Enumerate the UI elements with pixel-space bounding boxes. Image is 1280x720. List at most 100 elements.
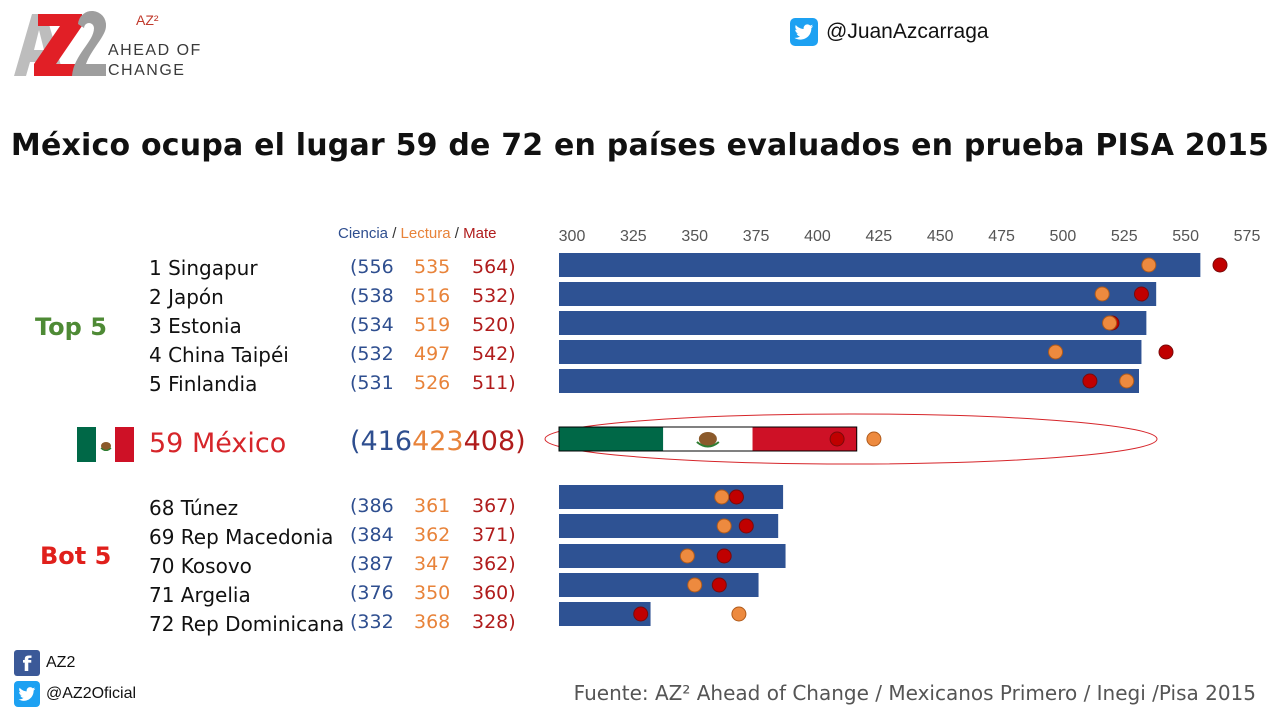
value-ciencia: (387 — [350, 553, 394, 575]
row-values: (376 350 360) — [350, 582, 516, 604]
value-mate: 362) — [472, 553, 516, 575]
mexico-row-values: (416423408) — [350, 426, 526, 457]
mate-dot — [633, 606, 649, 622]
ciencia-bar — [559, 485, 784, 509]
x-tick-label: 300 — [559, 228, 586, 245]
twitter-label: @AZ2Oficial — [46, 685, 137, 702]
row-name: 69 Rep Macedonia — [149, 525, 334, 549]
row-name: 5 Finlandia — [149, 372, 258, 396]
mexico-bar-outline — [558, 426, 858, 452]
value-ciencia: (376 — [350, 582, 394, 604]
value-mate: 520) — [472, 314, 516, 336]
value-lectura: 347 — [414, 553, 451, 575]
row-values: (386 361 367) — [350, 495, 516, 517]
value-lectura: 423 — [412, 426, 464, 457]
value-lectura: 535 — [414, 256, 451, 278]
lectura-dot — [716, 518, 732, 534]
value-ciencia: (416 — [350, 426, 413, 457]
x-tick-label: 475 — [988, 228, 1015, 245]
twitter-handle-text: @JuanAzcarraga — [826, 20, 989, 43]
row-values: (332 368 328) — [350, 611, 516, 633]
row-name: 72 Rep Dominicana — [149, 612, 345, 636]
lectura-dot — [679, 548, 695, 564]
value-lectura: 361 — [414, 495, 451, 517]
wreath-emblem — [696, 441, 720, 448]
footer-twitter[interactable]: @AZ2Oficial — [14, 681, 136, 707]
mate-dot — [1133, 286, 1149, 302]
x-tick-label: 550 — [1172, 228, 1199, 245]
x-tick-label: 450 — [927, 228, 954, 245]
mate-dot — [1212, 257, 1228, 273]
ciencia-bar — [559, 253, 1201, 277]
x-tick-label: 325 — [620, 228, 647, 245]
header-mate: Mate — [463, 225, 497, 242]
header-sep: / — [392, 225, 397, 242]
twitter-icon — [790, 18, 818, 46]
x-tick-label: 500 — [1050, 228, 1077, 245]
value-lectura: 519 — [414, 314, 451, 336]
value-ciencia: (556 — [350, 256, 394, 278]
row-values: (538 516 532) — [350, 285, 516, 307]
lectura-dot — [866, 431, 882, 447]
footer-facebook[interactable]: f AZ2 — [14, 650, 75, 676]
value-mate: 408) — [463, 426, 526, 457]
row-name: 71 Argelia — [149, 583, 251, 607]
mate-dot — [711, 577, 727, 593]
column-headers: Ciencia / Lectura / Mate — [338, 225, 496, 242]
value-mate: 511) — [472, 372, 516, 394]
mate-dot — [1082, 373, 1098, 389]
value-lectura: 350 — [414, 582, 451, 604]
x-tick-label: 425 — [865, 228, 892, 245]
x-tick-label: 375 — [743, 228, 770, 245]
value-mate: 542) — [472, 343, 516, 365]
lectura-dot — [1141, 257, 1157, 273]
value-ciencia: (386 — [350, 495, 394, 517]
header-lectura: Lectura — [400, 225, 451, 242]
row-name: 1 Singapur — [149, 256, 258, 280]
group-label-top: Top 5 — [35, 313, 107, 341]
lectura-dot — [1119, 373, 1135, 389]
ciencia-bar — [559, 544, 786, 568]
highlight-ellipse — [544, 413, 1158, 465]
mate-dot — [728, 489, 744, 505]
lectura-dot — [714, 489, 730, 505]
az2-logo-mark — [14, 10, 107, 76]
x-tick-label: 350 — [681, 228, 708, 245]
x-tick-label: 575 — [1234, 228, 1261, 245]
value-ciencia: (332 — [350, 611, 394, 633]
lectura-dot — [1102, 315, 1118, 331]
twitter-handle[interactable]: @JuanAzcarraga — [790, 18, 989, 46]
value-ciencia: (538 — [350, 285, 394, 307]
mate-dot — [1158, 344, 1174, 360]
header-sep: / — [454, 225, 459, 242]
value-lectura: 516 — [414, 285, 451, 307]
row-values: (531 526 511) — [350, 372, 516, 394]
ciencia-bar — [559, 369, 1139, 393]
x-tick-label: 400 — [804, 228, 831, 245]
value-mate: 367) — [472, 495, 516, 517]
lectura-dot — [687, 577, 703, 593]
value-mate: 371) — [472, 524, 516, 546]
ciencia-bar — [559, 311, 1147, 335]
value-mate: 360) — [472, 582, 516, 604]
twitter-icon — [14, 681, 40, 707]
value-mate: 564) — [472, 256, 516, 278]
row-name: 3 Estonia — [149, 314, 242, 338]
logo-line-2: CHANGE — [108, 62, 186, 79]
value-lectura: 526 — [414, 372, 451, 394]
value-mate: 328) — [472, 611, 516, 633]
logo-line-1: AHEAD OF — [108, 42, 202, 59]
row-name: 68 Túnez — [149, 496, 239, 520]
mexico-flag — [77, 427, 134, 462]
value-lectura: 362 — [414, 524, 451, 546]
value-ciencia: (531 — [350, 372, 394, 394]
source-note: Fuente: AZ² Ahead of Change / Mexicanos … — [573, 681, 1256, 705]
value-ciencia: (532 — [350, 343, 394, 365]
value-ciencia: (384 — [350, 524, 394, 546]
mate-dot — [829, 431, 845, 447]
group-label-bottom: Bot 5 — [40, 542, 112, 570]
value-mate: 532) — [472, 285, 516, 307]
az2-logo: AZ² AHEAD OF CHANGE — [12, 10, 202, 82]
logo-superscript: AZ² — [136, 12, 159, 28]
